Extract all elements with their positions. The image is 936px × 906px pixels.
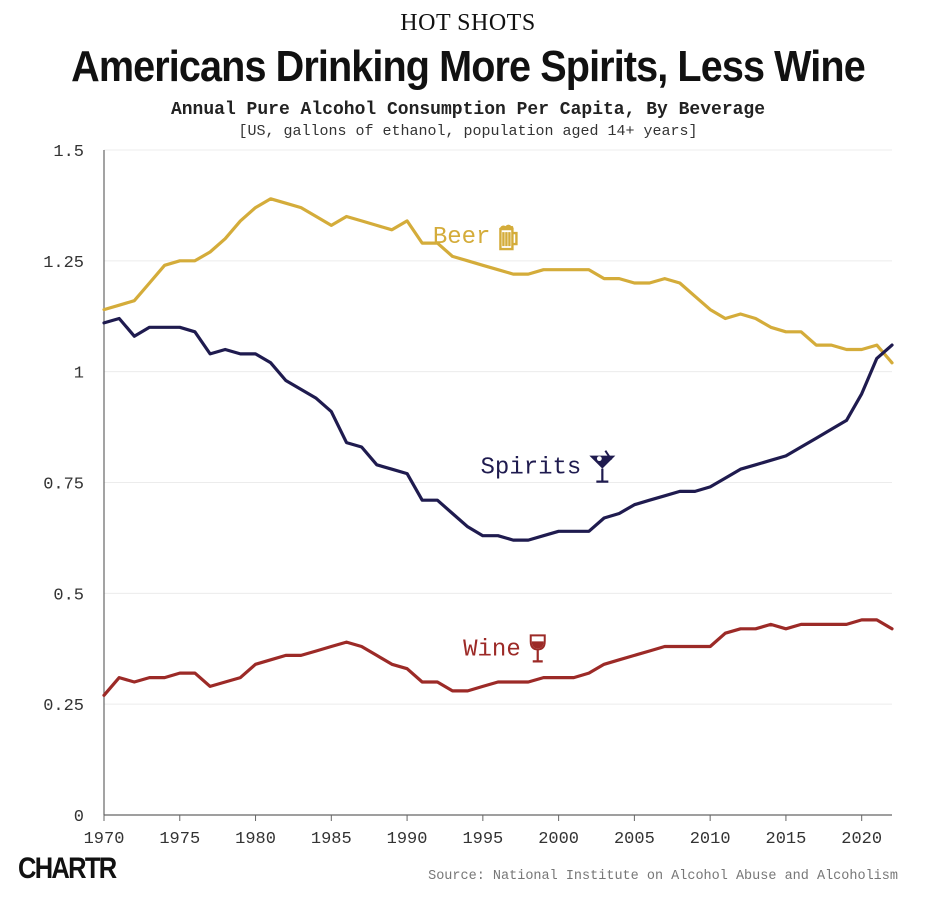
x-tick-label: 1985 (311, 830, 352, 849)
chart-units-note: [US, gallons of ethanol, population aged… (238, 123, 698, 140)
y-tick-label: 1 (74, 365, 84, 384)
martini-stem (596, 468, 609, 483)
chartr-logo: CHARTR (18, 852, 117, 885)
wine-stem (532, 649, 543, 663)
x-tick-label: 2020 (841, 830, 882, 849)
chart-title: Americans Drinking More Spirits, Less Wi… (71, 42, 866, 91)
series-label-spirits: Spirits (481, 455, 582, 482)
wine-liquid (531, 641, 544, 649)
series-label-beer: Beer (433, 224, 491, 251)
chart-subtitle: Annual Pure Alcohol Consumption Per Capi… (170, 100, 766, 120)
y-tick-label: 0.75 (43, 476, 84, 495)
series-label-wine: Wine (463, 636, 521, 663)
x-tick-label: 1995 (462, 830, 503, 849)
martini-bowl (589, 455, 616, 469)
beer-mug-foam (499, 224, 514, 230)
wine-bowl (529, 634, 546, 651)
y-tick-label: 0.5 (53, 586, 84, 605)
y-tick-label: 0 (74, 808, 84, 827)
x-tick-label: 1990 (387, 830, 428, 849)
source-note: Source: National Institute on Alcohol Ab… (428, 869, 898, 884)
beer-mug-handle (512, 231, 518, 246)
chart-kicker: HOT SHOTS (400, 10, 536, 36)
y-tick-label: 0.25 (43, 697, 84, 716)
x-tick-label: 2000 (538, 830, 579, 849)
beer-mug-body (499, 227, 514, 251)
martini-glass-icon (589, 450, 616, 483)
x-tick-label: 2005 (614, 830, 655, 849)
x-tick-label: 1970 (84, 830, 125, 849)
martini-pick (604, 450, 613, 461)
x-tick-label: 2015 (766, 830, 807, 849)
y-tick-label: 1.25 (43, 254, 84, 273)
series-line-beer (102, 197, 894, 365)
beer-mug-icon (499, 224, 518, 251)
x-tick-label: 1975 (159, 830, 200, 849)
series-line-wine (102, 618, 894, 697)
wine-glass-icon (529, 634, 546, 663)
x-tick-label: 1980 (235, 830, 276, 849)
martini-olive (596, 456, 602, 462)
x-tick-label: 2010 (690, 830, 731, 849)
series-line-spirits (102, 316, 894, 542)
y-tick-label: 1.5 (53, 143, 84, 162)
